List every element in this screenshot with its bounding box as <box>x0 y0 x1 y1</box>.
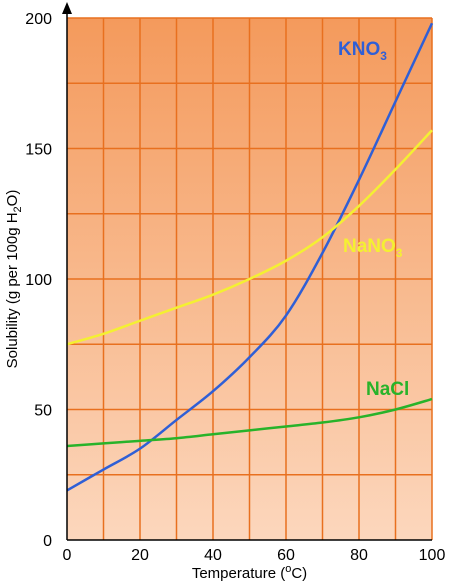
y-tick-label: 100 <box>25 272 52 289</box>
y-axis-label: Solubility (g per 100g H2O) <box>4 190 24 369</box>
series-line-kno3 <box>66 22 434 492</box>
x-tick-label: 0 <box>63 547 72 564</box>
axes <box>62 2 432 541</box>
series-labels: KNO3 NaNO3 NaCl <box>338 39 409 400</box>
series-lines <box>66 22 434 492</box>
series-line-nacl <box>66 397 433 448</box>
tick-labels: 0 20 40 60 80 100 0 50 100 150 200 <box>25 11 445 564</box>
x-tick-label: 40 <box>204 547 222 564</box>
series-label-nano3: NaNO3 <box>343 236 403 260</box>
y-tick-label: 150 <box>25 142 52 159</box>
x-tick-label: 60 <box>277 547 295 564</box>
y-tick-label: 0 <box>43 533 52 550</box>
x-tick-label: 20 <box>131 547 149 564</box>
x-axis-label: Temperature (oC) <box>192 563 307 582</box>
series-label-nacl: NaCl <box>366 379 409 400</box>
y-tick-label: 50 <box>34 403 52 420</box>
y-axis-arrow <box>62 2 72 14</box>
series-label-kno3: KNO3 <box>338 39 387 63</box>
y-tick-label: 200 <box>25 11 52 28</box>
series-line-nano3 <box>66 129 433 346</box>
x-tick-label: 80 <box>350 547 368 564</box>
x-tick-label: 100 <box>419 547 446 564</box>
grid-lines <box>67 17 433 540</box>
